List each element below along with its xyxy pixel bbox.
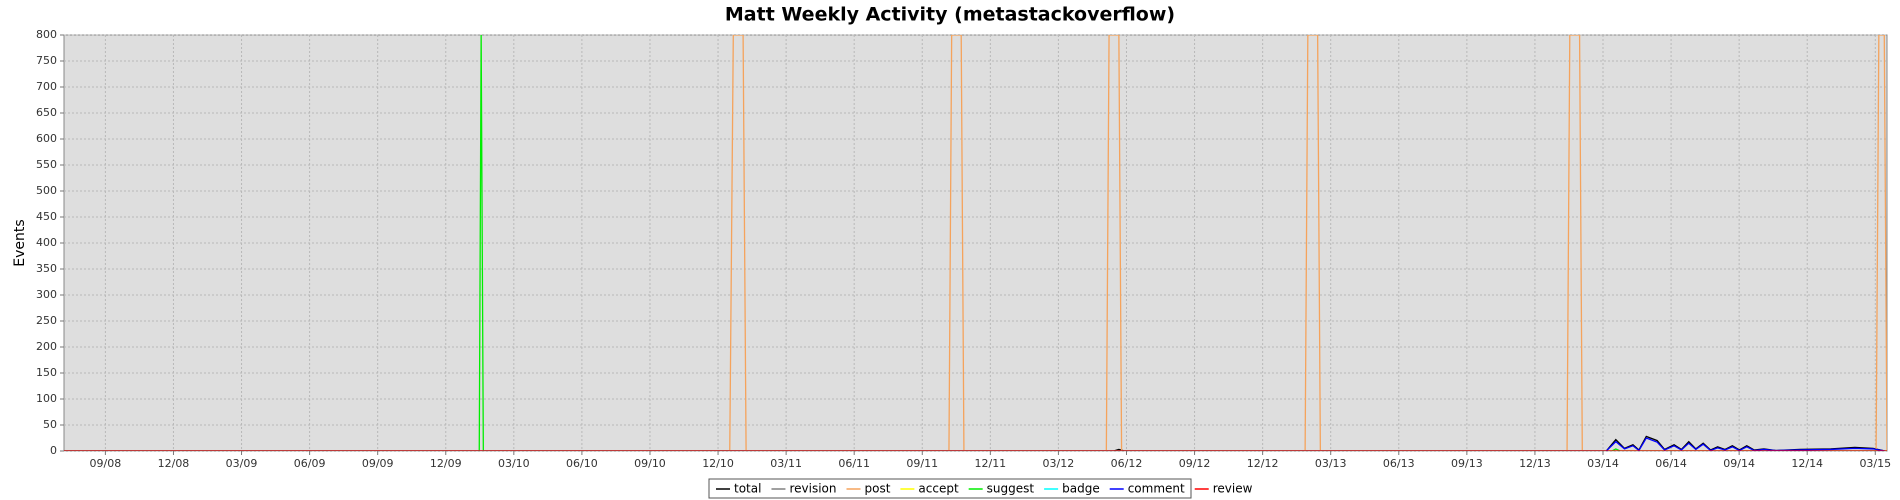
x-tick-label: 12/11 [974,457,1006,470]
x-tick-label: 09/14 [1723,457,1755,470]
legend-label: total [734,482,761,496]
legend-label: comment [1128,482,1185,496]
x-tick-label: 09/11 [906,457,938,470]
legend-label: accept [918,482,959,496]
legend-label: review [1213,482,1253,496]
x-tick-label: 06/11 [838,457,870,470]
x-tick-label: 06/13 [1383,457,1415,470]
ticks: 0 50 100 150 200 250 300 350 400 450 500 550 600 650 7… [36,28,1891,470]
x-tick-label: 03/12 [1043,457,1075,470]
x-tick-label: 03/13 [1315,457,1347,470]
y-tick-label: 400 [36,236,57,249]
grid [64,34,1887,452]
x-tick-label: 09/12 [1179,457,1211,470]
x-tick-label: 12/08 [158,457,190,470]
x-tick-label: 12/13 [1519,457,1551,470]
y-tick-label: 800 [36,28,57,41]
x-tick-label: 06/10 [566,457,598,470]
x-tick-label: 09/10 [634,457,666,470]
legend: total revision post accept suggest badge comme… [708,478,1253,499]
chart-title: Matt Weekly Activity (metastackoverflow) [725,4,1175,26]
x-tick-label: 09/08 [90,457,122,470]
x-tick-label: 03/11 [770,457,802,470]
x-tick-label: 06/14 [1655,457,1687,470]
x-tick-label: 03/10 [498,457,530,470]
x-tick-label: 12/10 [702,457,734,470]
y-tick-label: 350 [36,262,57,275]
x-tick-label: 09/09 [362,457,394,470]
y-tick-label: 600 [36,132,57,145]
legend-label: suggest [987,482,1035,496]
x-tick-label: 12/09 [430,457,462,470]
legend-box [708,478,1192,499]
y-tick-label: 550 [36,158,57,171]
x-tick-label: 12/14 [1791,457,1823,470]
y-tick-label: 200 [36,340,57,353]
legend-label: revision [789,482,836,496]
y-tick-label: 300 [36,288,57,301]
lines [64,35,1887,451]
y-tick-label: 450 [36,210,57,223]
y-tick-label: 750 [36,54,57,67]
x-tick-label: 12/12 [1247,457,1279,470]
y-tick-label: 100 [36,392,57,405]
legend-label: post [864,482,890,496]
series-line [64,437,1886,451]
y-axis-title: Events [12,219,28,266]
x-tick-label: 03/09 [226,457,258,470]
x-tick-label: 06/12 [1111,457,1143,470]
y-tick-label: 250 [36,314,57,327]
plot-area [63,34,1888,452]
y-tick-label: 150 [36,366,57,379]
y-tick-label: 0 [50,444,57,457]
y-tick-label: 500 [36,184,57,197]
x-tick-label: 06/09 [294,457,326,470]
legend-label: badge [1062,482,1100,496]
x-tick-label: 09/13 [1451,457,1483,470]
x-tick-label: 03/14 [1587,457,1619,470]
x-tick-label: 03/15 [1859,457,1891,470]
y-tick-label: 650 [36,106,57,119]
y-tick-label: 700 [36,80,57,93]
y-tick-label: 50 [43,418,57,431]
